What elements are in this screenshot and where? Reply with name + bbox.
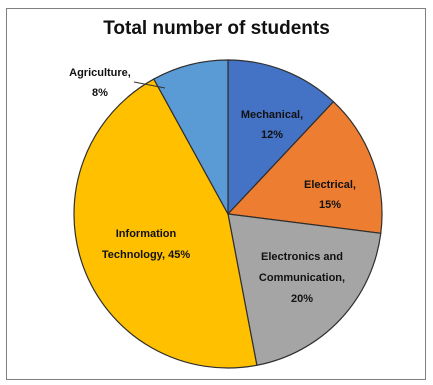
pie-label-electrical-name: Electrical,	[304, 179, 356, 191]
svg-text:12%: 12%	[261, 129, 283, 141]
pie-label-agriculture-name: Agriculture,	[69, 67, 131, 79]
pie-label-information-technology: Information Technology, 45%	[102, 228, 190, 261]
pie-label-electronics-value: 20%	[291, 293, 313, 305]
pie-slice-0	[227, 59, 335, 216]
svg-text:Communication,: Communication,	[259, 272, 345, 284]
svg-text:Technology, 45%: Technology, 45%	[102, 249, 190, 261]
pie-slices	[73, 59, 383, 369]
pie-slice-1	[226, 100, 383, 234]
pie-label-mechanical-name: Mechanical,	[241, 109, 303, 121]
svg-text:15%: 15%	[319, 199, 341, 211]
pie-label-electrical-value: 15%	[319, 199, 341, 211]
chart-title: Total number of students	[103, 18, 330, 39]
svg-text:Electronics and: Electronics and	[261, 251, 343, 263]
pie-slice-3	[73, 78, 258, 369]
svg-text:Electrical,: Electrical,	[304, 179, 356, 191]
svg-text:8%: 8%	[92, 87, 108, 99]
svg-text:Mechanical,: Mechanical,	[241, 109, 303, 121]
pie-label-agriculture-value: 8%	[92, 87, 108, 99]
pie-slice-2	[227, 213, 382, 366]
pie-label-mechanical-value: 12%	[261, 129, 283, 141]
pie-slice-4	[152, 59, 229, 215]
svg-text:Agriculture,: Agriculture,	[69, 67, 131, 79]
pie-label-agriculture: Agriculture, 8%	[69, 67, 131, 99]
pie-label-mechanical: Mechanical, 12%	[241, 109, 303, 141]
svg-text:20%: 20%	[291, 293, 313, 305]
agriculture-leader-line	[133, 81, 166, 89]
svg-text:Information: Information	[116, 228, 177, 240]
pie-label-electronics: Electronics and Communication, 20%	[259, 251, 345, 305]
pie-label-electrical: Electrical, 15%	[304, 179, 356, 211]
